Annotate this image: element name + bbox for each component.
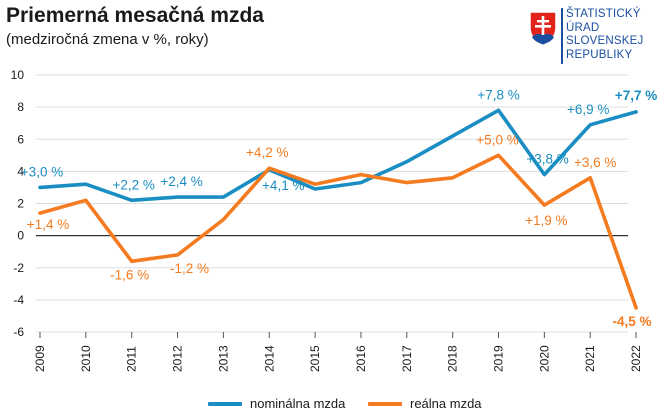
x-tick-label: 2012 xyxy=(171,345,185,372)
x-tick-label: 2019 xyxy=(492,345,506,372)
data-label-real: +1,9 % xyxy=(525,213,567,228)
legend-swatch-real xyxy=(368,401,402,406)
x-tick-label: 2018 xyxy=(446,345,460,372)
x-tick-label: 2016 xyxy=(354,345,368,372)
x-tick-label: 2010 xyxy=(79,345,93,372)
logo-divider xyxy=(561,8,563,64)
x-tick-label: 2009 xyxy=(33,345,47,372)
slovak-coat-of-arms-icon xyxy=(529,11,557,46)
y-tick-label: -6 xyxy=(13,325,24,339)
logo-line: ŠTATISTICKÝ xyxy=(566,8,641,20)
data-label-nominal: +2,4 % xyxy=(160,174,202,189)
data-label-nominal: +7,7 % xyxy=(615,88,657,103)
x-tick-label: 2021 xyxy=(583,345,597,372)
logo-line: REPUBLIKY xyxy=(566,48,633,61)
x-tick-label: 2011 xyxy=(125,346,139,372)
y-tick-label: 4 xyxy=(17,164,24,178)
data-label-real: -1,6 % xyxy=(110,267,149,282)
y-tick-label: -2 xyxy=(13,261,24,275)
x-tick-label: 2020 xyxy=(537,345,551,372)
logo-line: ÚRAD xyxy=(566,21,600,34)
legend-item-real: reálna mzda xyxy=(368,396,482,411)
series-line-real xyxy=(38,153,638,310)
chart-subtitle: (medziročná zmena v %, roky) xyxy=(6,31,209,48)
data-label-nominal: +7,8 % xyxy=(477,87,519,102)
data-label-nominal: +6,9 % xyxy=(567,102,609,117)
x-tick-label: 2013 xyxy=(216,345,230,372)
data-label-real: +5,0 % xyxy=(476,132,518,147)
legend-label-real: reálna mzda xyxy=(410,396,482,411)
x-tick-label: 2022 xyxy=(629,345,643,372)
y-tick-label: 10 xyxy=(11,68,25,82)
x-tick-label: 2017 xyxy=(400,345,414,372)
data-label-real: +4,2 % xyxy=(246,145,288,160)
data-label-real: +3,6 % xyxy=(574,155,616,170)
y-tick-label: 8 xyxy=(17,100,24,114)
data-label-nominal: +4,1 % xyxy=(262,178,304,193)
data-label-real: +1,4 % xyxy=(27,217,69,232)
logo-text: ŠTATISTICKÝ ÚRAD SLOVENSKEJ REPUBLIKY xyxy=(566,8,643,62)
x-tick-label: 2015 xyxy=(308,345,322,372)
logo-line: SLOVENSKEJ xyxy=(566,35,644,47)
legend-item-nominal: nominálna mzda xyxy=(208,396,345,411)
data-label-nominal: +2,2 % xyxy=(112,177,154,192)
y-tick-label: 0 xyxy=(17,229,24,243)
chart-title: Priemerná mesačná mzda xyxy=(6,4,264,27)
y-tick-label: 2 xyxy=(17,197,24,211)
series-line-nominal xyxy=(38,108,638,203)
data-label-nominal: +3,0 % xyxy=(21,164,63,179)
y-tick-label: 6 xyxy=(17,132,24,146)
x-tick-label: 2014 xyxy=(262,345,276,372)
y-tick-label: -4 xyxy=(13,293,24,307)
legend-label-nominal: nominálna mzda xyxy=(250,396,346,411)
data-label-nominal: +3,8 % xyxy=(526,152,568,167)
legend-swatch-nominal xyxy=(208,401,242,406)
statistical-office-logo: ŠTATISTICKÝ ÚRAD SLOVENSKEJ REPUBLIKY xyxy=(528,8,660,66)
data-label-real: -4,5 % xyxy=(613,314,652,329)
data-label-real: -1,2 % xyxy=(170,261,209,276)
